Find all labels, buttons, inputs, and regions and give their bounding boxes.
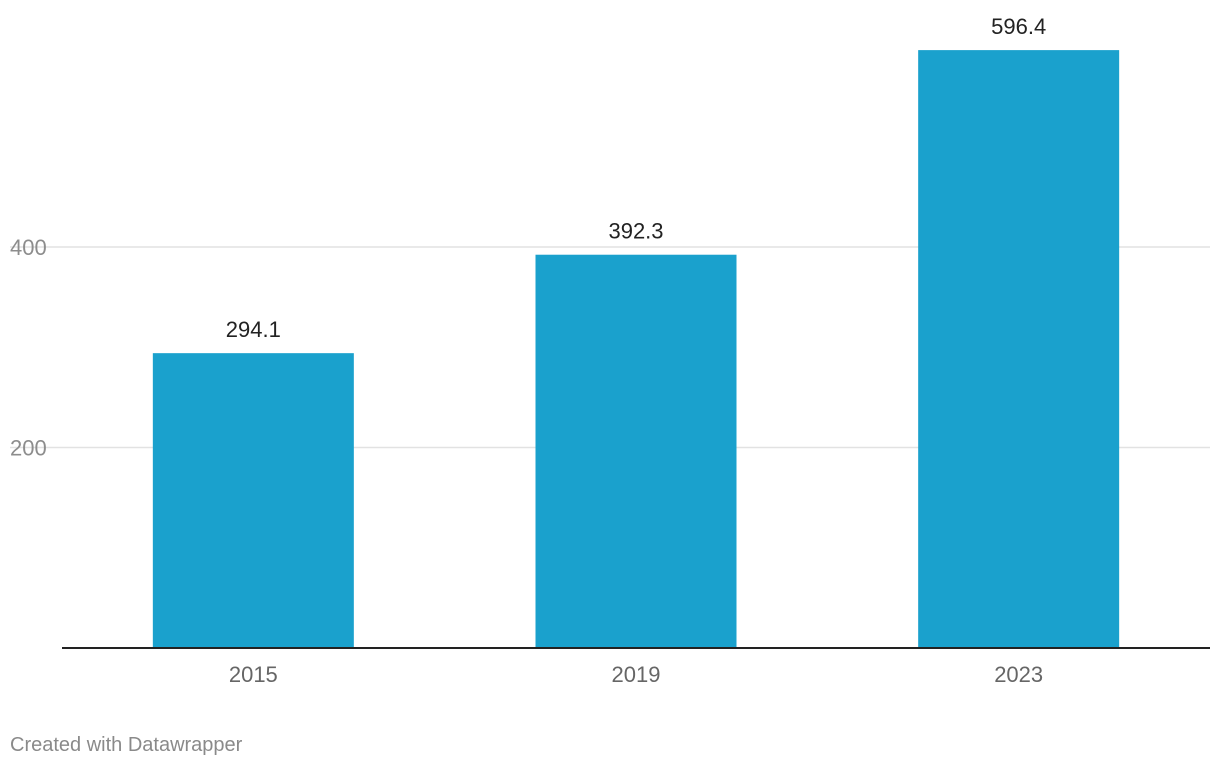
value-label: 294.1 (226, 317, 281, 342)
bars (152, 50, 1120, 649)
category-label: 2023 (994, 662, 1043, 687)
value-label: 392.3 (608, 219, 663, 244)
y-axis-tick-labels: 200 400 (10, 235, 47, 461)
value-labels: 294.1 392.3 596.4 (226, 14, 1046, 342)
category-label: 2019 (612, 662, 661, 687)
y-tick-label: 200 (10, 436, 47, 461)
category-label: 2015 (229, 662, 278, 687)
value-label: 596.4 (991, 14, 1046, 39)
bar-2015 (152, 353, 354, 648)
bar-2019 (535, 254, 737, 649)
credit-text: Created with Datawrapper (10, 734, 243, 756)
category-labels: 2015 2019 2023 (229, 662, 1043, 687)
y-tick-label: 400 (10, 235, 47, 260)
bar-2023 (918, 50, 1120, 648)
